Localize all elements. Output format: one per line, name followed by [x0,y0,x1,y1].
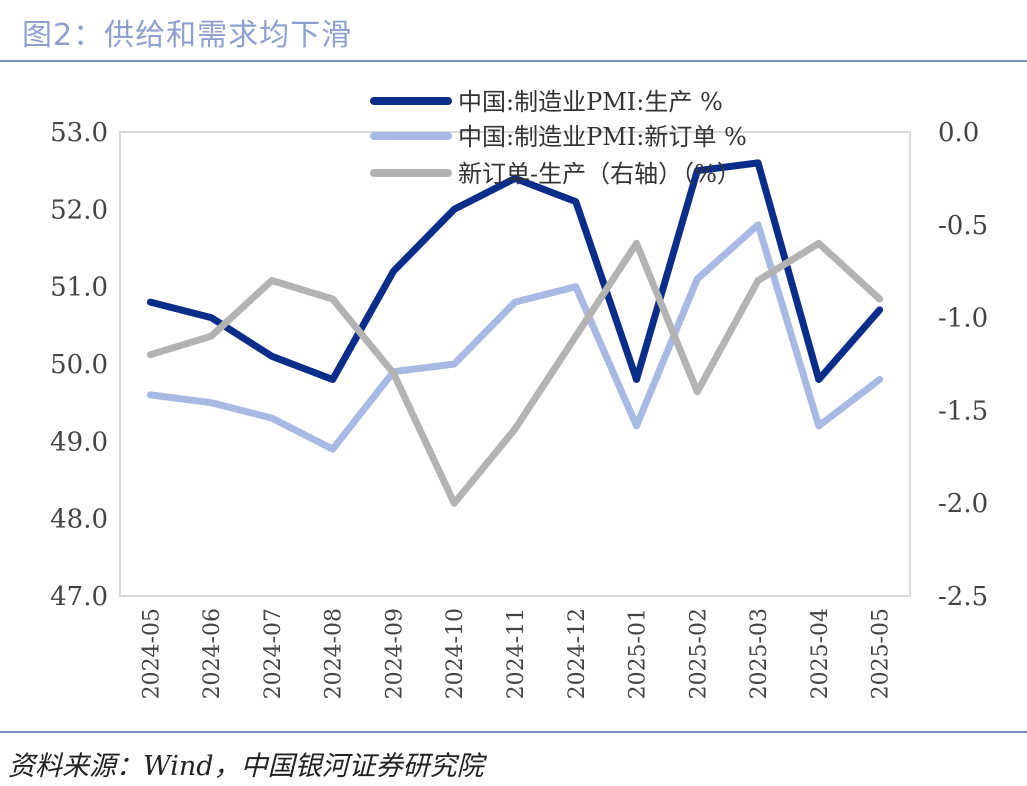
y-left-tick-label: 49.0 [50,427,108,457]
y-right-tick-label: -1.5 [938,396,988,426]
x-tick-label: 2025-02 [686,608,711,699]
x-tick-label: 2024-08 [322,608,347,699]
y-left-tick-label: 51.0 [50,273,108,303]
y-right-tick-label: -2.5 [938,582,988,612]
x-tick-label: 2024-11 [504,608,529,699]
y-right-tick-label: -0.5 [938,211,988,241]
legend-label-1: 中国:制造业PMI:生产 % [458,88,723,116]
y-left-tick-label: 47.0 [50,582,108,612]
page-title: 图2：供给和需求均下滑 [22,18,353,53]
series-line-3 [146,239,884,507]
source-divider [0,731,1027,733]
x-tick-label: 2024-12 [565,608,590,699]
series-line-1 [146,159,884,383]
y-left-tick-label: 48.0 [50,505,108,535]
chart: 53.0 52.0 51.0 50.0 49.0 48.0 47.0 0.0 -0.5 -1.0… [50,88,988,699]
y-left-tick-label: 50.0 [50,350,108,380]
series-line-2 [146,221,884,453]
source-note: 资料来源：Wind，中国银河证券研究院 [8,751,484,782]
x-tick-label: 2024-09 [382,608,407,699]
x-tick-label: 2025-05 [869,608,894,699]
y-right-tick-label: 0.0 [938,118,979,148]
y-right-tick-label: -2.0 [938,489,988,519]
y-right-tick-label: -1.0 [938,304,988,334]
x-tick-label: 2024-07 [261,608,286,699]
x-tick-label: 2024-10 [443,608,468,699]
legend-label-2: 中国:制造业PMI:新订单 % [458,123,747,151]
x-tick-label: 2025-03 [747,608,772,699]
legend-label-3: 新订单-生产（右轴）（%） [458,160,741,188]
x-tick-label: 2025-01 [626,608,651,699]
x-tick-label: 2025-04 [808,608,833,699]
x-tick-label: 2024-06 [200,608,225,699]
title-divider [0,60,1027,62]
x-tick-label: 2024-05 [139,608,164,699]
plot-area [119,131,911,597]
y-left-tick-label: 52.0 [50,195,108,225]
y-left-tick-label: 53.0 [50,118,108,148]
